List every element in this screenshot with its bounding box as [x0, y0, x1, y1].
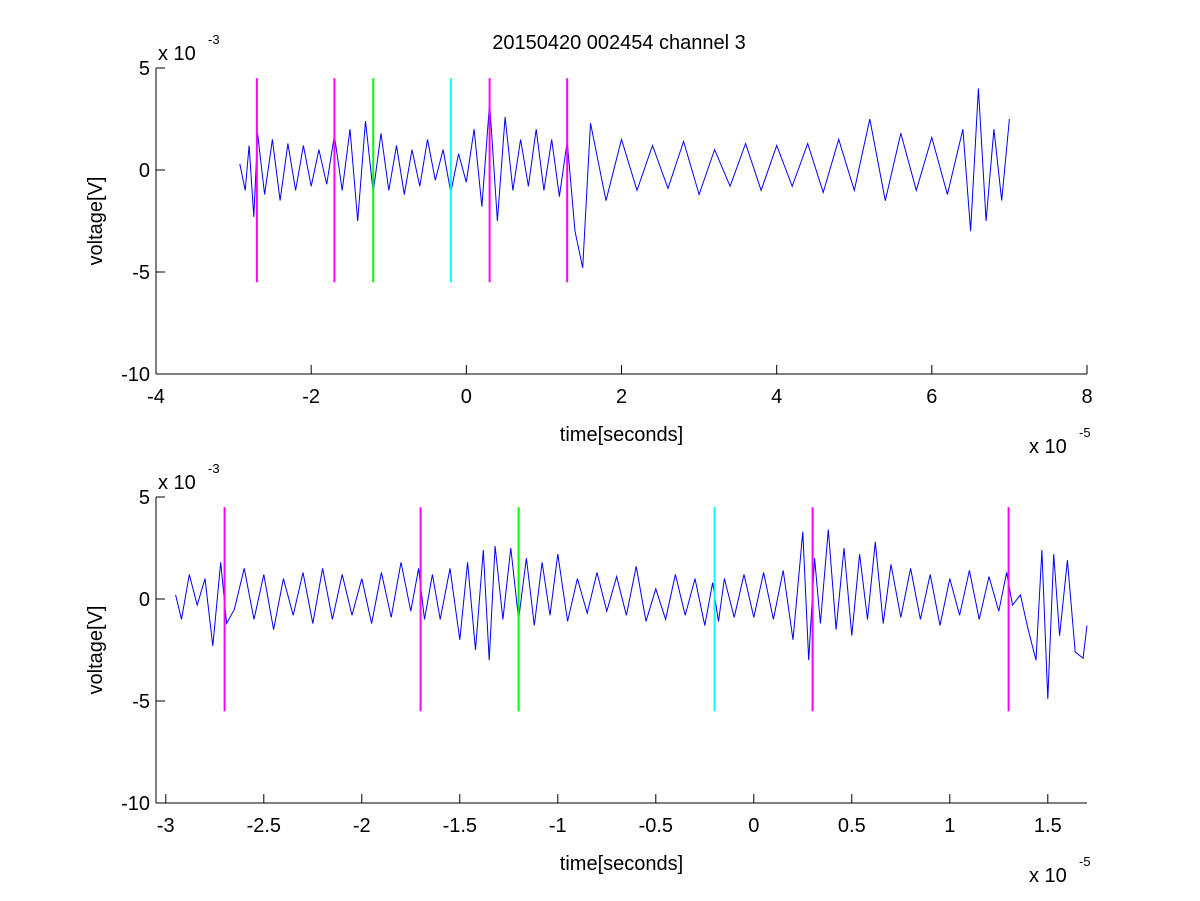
y-exponent-label: x 10 [158, 472, 196, 494]
y-axis-title: voltage[V] [85, 177, 107, 266]
x-exponent-value: -5 [1079, 425, 1091, 440]
top-plot: -4 -2 0 2 4 6 8 -10 -5 0 5 x 10 -3 x 10 -5 time[seconds… [85, 32, 1093, 458]
y-tick-label: 0 [139, 589, 150, 611]
x-exponent-value: -5 [1079, 854, 1091, 869]
x-tick-label: -0.5 [639, 815, 673, 837]
x-tick-label: 1.5 [1034, 815, 1062, 837]
x-tick-label: 6 [926, 386, 937, 408]
x-tick-label: 2 [616, 386, 627, 408]
y-axis-title: voltage[V] [85, 606, 107, 695]
figure-title: 20150420 002454 channel 3 [492, 32, 746, 54]
y-tick-label: 5 [139, 58, 150, 80]
y-exponent-value: -3 [208, 32, 220, 47]
x-exponent-label: x 10 [1029, 865, 1067, 887]
x-tick-label: 1 [944, 815, 955, 837]
bottom-plot: -3 -2.5 -2 -1.5 -1 -0.5 0 0.5 1 1.5 -10 -5 0 5 x 10 -3 x… [85, 461, 1091, 887]
x-axis-title: time[seconds] [560, 853, 683, 875]
x-tick-label: -2 [353, 815, 371, 837]
y-tick-label: -5 [132, 691, 150, 713]
x-tick-label: -1 [549, 815, 567, 837]
y-tick-label: -10 [121, 364, 150, 386]
y-exponent-value: -3 [208, 461, 220, 476]
x-tick-label: -1.5 [443, 815, 477, 837]
y-exponent-label: x 10 [158, 43, 196, 65]
signal-line [239, 88, 1010, 269]
x-exponent-label: x 10 [1029, 436, 1067, 458]
x-tick-label: 0 [748, 815, 759, 837]
x-tick-label: 0.5 [838, 815, 866, 837]
x-axis-title: time[seconds] [560, 424, 683, 446]
x-tick-label: 4 [771, 386, 782, 408]
x-tick-label: -2.5 [247, 815, 281, 837]
x-tick-label: 0 [461, 386, 472, 408]
signal-line [175, 529, 1088, 700]
y-tick-label: -5 [132, 262, 150, 284]
y-tick-label: 0 [139, 160, 150, 182]
x-tick-label: -3 [157, 815, 175, 837]
x-tick-label: -2 [302, 386, 320, 408]
x-tick-label: -4 [147, 386, 165, 408]
y-tick-label: -10 [121, 793, 150, 815]
x-tick-label: 8 [1081, 386, 1092, 408]
y-tick-label: 5 [139, 487, 150, 509]
